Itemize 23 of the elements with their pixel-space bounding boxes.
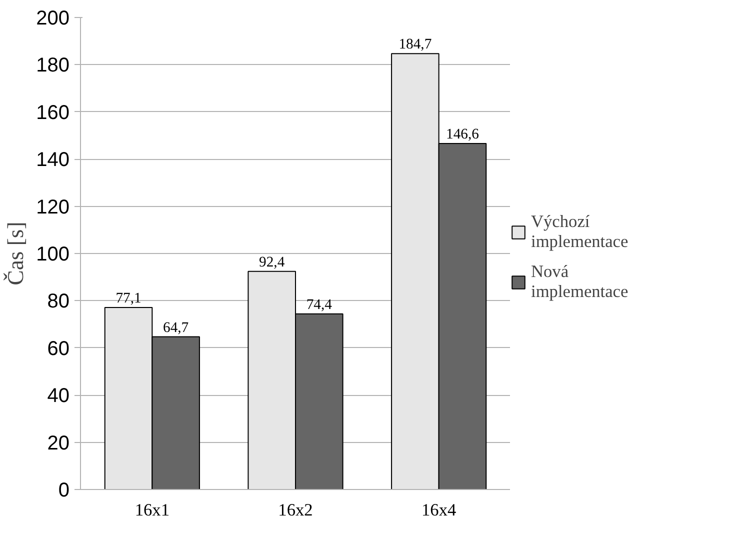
legend-label: Výchozí implementace <box>531 212 628 252</box>
y-tick-label: 140 <box>36 149 70 172</box>
data-label: 77,1 <box>116 290 142 307</box>
data-label: 92,4 <box>259 254 286 270</box>
x-tick-label: 16x2 <box>278 500 313 520</box>
y-tick-label: 20 <box>47 432 70 454</box>
data-label: 146,6 <box>446 126 479 143</box>
y-tick-label: 200 <box>36 8 70 30</box>
y-tick-label: 80 <box>47 290 70 313</box>
y-tick-label: 0 <box>58 480 70 502</box>
y-tick-label: 100 <box>36 244 70 266</box>
legend-label: Nová implementace <box>531 262 628 302</box>
y-tick-label: 180 <box>36 54 70 77</box>
x-tick-label: 16x1 <box>134 500 170 520</box>
y-tick-label: 40 <box>47 385 70 408</box>
data-label: 64,7 <box>162 320 189 336</box>
y-tick-label: 60 <box>47 338 70 360</box>
data-label: 184,7 <box>398 36 432 53</box>
y-axis-title: Čas [s] <box>3 222 28 286</box>
data-label: 74,4 <box>306 296 333 313</box>
y-tick-label: 160 <box>36 102 70 124</box>
x-tick-label: 16x4 <box>422 500 456 520</box>
y-tick-label: 120 <box>36 196 70 218</box>
